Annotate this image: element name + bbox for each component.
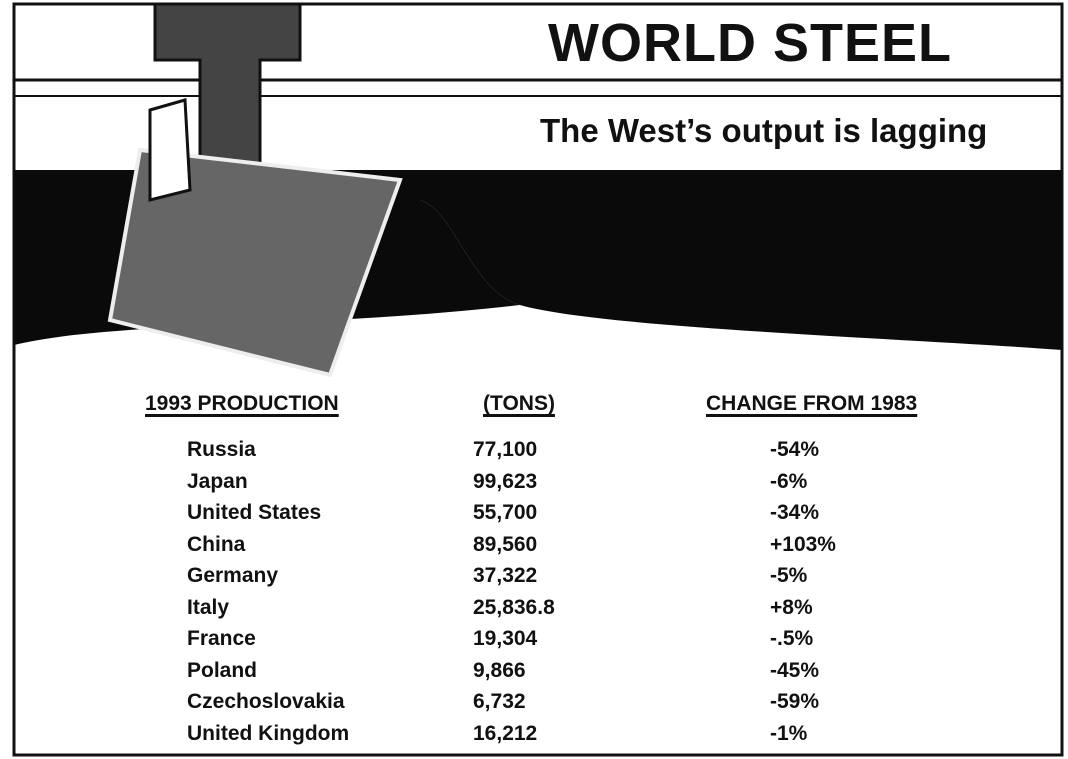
country: Germany — [187, 564, 278, 588]
country: China — [187, 533, 245, 557]
change: -6% — [770, 470, 807, 494]
tons: 77,100 — [473, 438, 537, 462]
tons: 37,322 — [473, 564, 537, 588]
change: -54% — [770, 438, 819, 462]
tons: 19,304 — [473, 627, 537, 651]
tons: 16,212 — [473, 722, 537, 746]
tons: 99,623 — [473, 470, 537, 494]
change: +103% — [770, 533, 836, 557]
change: -34% — [770, 501, 819, 525]
change: +8% — [770, 596, 813, 620]
change: -59% — [770, 690, 819, 714]
column-header: CHANGE FROM 1983 — [706, 392, 917, 416]
column-header: 1993 PRODUCTION — [145, 392, 339, 416]
tons: 6,732 — [473, 690, 526, 714]
change: -1% — [770, 722, 807, 746]
page: WORLD STEEL The West’s output is lagging… — [0, 0, 1068, 759]
tons: 55,700 — [473, 501, 537, 525]
country: United States — [187, 501, 321, 525]
change: -45% — [770, 659, 819, 683]
country: Italy — [187, 596, 229, 620]
tons: 25,836.8 — [473, 596, 555, 620]
ladle-handle — [150, 100, 190, 200]
country: United Kingdom — [187, 722, 349, 746]
country: France — [187, 627, 256, 651]
change: -.5% — [770, 627, 813, 651]
change: -5% — [770, 564, 807, 588]
tons: 89,560 — [473, 533, 537, 557]
title: WORLD STEEL — [548, 12, 952, 74]
country: Russia — [187, 438, 256, 462]
country: Czechoslovakia — [187, 690, 345, 714]
subtitle: The West’s output is lagging — [540, 112, 987, 150]
country: Japan — [187, 470, 248, 494]
column-header: (TONS) — [483, 392, 555, 416]
tons: 9,866 — [473, 659, 526, 683]
country: Poland — [187, 659, 257, 683]
